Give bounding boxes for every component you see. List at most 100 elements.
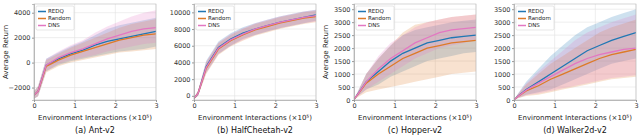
tick: 1000 [334,71,354,79]
tick-mark [352,61,354,62]
legend-label: REDQ [48,8,65,14]
tick: 1500 [334,58,354,66]
tick-mark [32,63,34,64]
tick: 0 [26,59,34,67]
tick-mark [512,100,514,101]
tick: 0 [32,100,36,110]
legend-swatch [358,18,366,20]
x-axis-label: Environment Interactions (×10⁵) [38,114,152,122]
tick-mark [352,9,354,10]
line [354,27,476,99]
tick-label: 2 [274,102,278,110]
line [354,40,476,99]
plot-frame [354,4,476,100]
x-axis-label: Environment Interactions (×10⁵) [198,114,312,122]
tick: 500 [498,84,514,92]
axis-line [515,101,637,103]
tick: 2 [274,100,278,110]
axis-line [32,5,35,101]
tick-label: 2000 [494,45,511,53]
tick-label: 4000 [174,59,191,67]
tick-label: 4000 [14,9,31,17]
tick-label: 3500 [494,6,511,14]
legend-label: DNS [528,22,540,28]
tick: 10000 [170,9,194,17]
line [194,15,316,98]
band [354,14,476,99]
tick-label: 2 [114,102,118,110]
tick: 3 [154,100,158,110]
tick-label: 3 [474,102,478,110]
tick-label: 1000 [334,71,351,79]
tick-mark [512,9,514,10]
band [514,9,636,100]
plot-frame [194,4,316,100]
legend-swatch [518,11,526,13]
line [354,35,476,99]
plot-background [194,4,316,100]
legend: REDQRandomDNS [196,6,234,30]
grid-line [234,4,235,100]
tick: 0 [352,100,356,110]
legend: REDQRandomDNS [356,6,394,30]
tick-label: 2500 [334,32,351,40]
tick: 2000 [14,34,34,42]
figure: −20000200040000123Environment Interactio… [0,0,640,138]
tick-label: 1500 [494,58,511,66]
tick-mark [32,88,34,89]
band [34,10,156,99]
line [34,28,156,95]
tick-mark [512,87,514,88]
x-axis-label: Environment Interactions (×10⁵) [518,114,632,122]
axis-line [352,5,355,101]
caption: (c) Hopper-v2 [388,126,442,135]
legend: REDQRandomDNS [516,6,554,30]
tick-mark [352,22,354,23]
x-axis: 0 1 2 3 [352,100,478,110]
tick-mark [192,62,194,63]
grid-line [34,87,156,88]
tick: 2000 [334,45,354,53]
legend-label: Random [528,15,551,21]
tick-label: 1 [393,102,397,110]
panel: −2000 0 2000 4000 0 1 2 3Environment Interactio… [2,4,159,135]
marks [194,10,316,99]
marks [34,10,156,99]
tick: −2000 [9,84,35,92]
tick-label: 2000 [334,45,351,53]
plot-background [514,4,636,100]
tick-label: 6000 [174,42,191,50]
tick-label: 1 [233,102,237,110]
tick: 3000 [334,19,354,27]
tick-label: 2 [594,102,598,110]
tick-label: 0 [26,59,30,67]
tick-label: 2000 [14,34,31,42]
plot-background [354,4,476,100]
tick: 2 [594,100,598,110]
tick-label: 2 [434,102,438,110]
tick-label: 0 [346,97,350,105]
legend-swatch [358,25,366,27]
caption: (b) HalfCheetah-v2 [217,126,293,135]
legend-swatch [518,18,526,20]
axis-line [195,101,317,103]
legend-label: DNS [208,22,220,28]
tick-label: 500 [338,84,350,92]
tick: 500 [338,84,354,92]
axis-line [355,101,477,103]
y-axis: 0200040006000800010000 [170,5,195,101]
tick-label: 0 [506,97,510,105]
tick-mark [192,79,194,80]
panel: 05001000150020002500300035000123Environm… [322,4,479,135]
tick-label: 500 [498,84,510,92]
legend-label: DNS [48,22,60,28]
plot-frame [514,4,636,100]
tick: 1 [73,100,77,110]
tick-label: 1 [73,102,77,110]
axis-line [192,5,195,101]
y-axis: −2000 0 2000 4000 [9,5,35,101]
legend-label: Random [208,15,231,21]
tick: 2 [434,100,438,110]
tick: 1500 [494,58,514,66]
y-axis: 0500100015002000250030003500 [334,5,355,105]
